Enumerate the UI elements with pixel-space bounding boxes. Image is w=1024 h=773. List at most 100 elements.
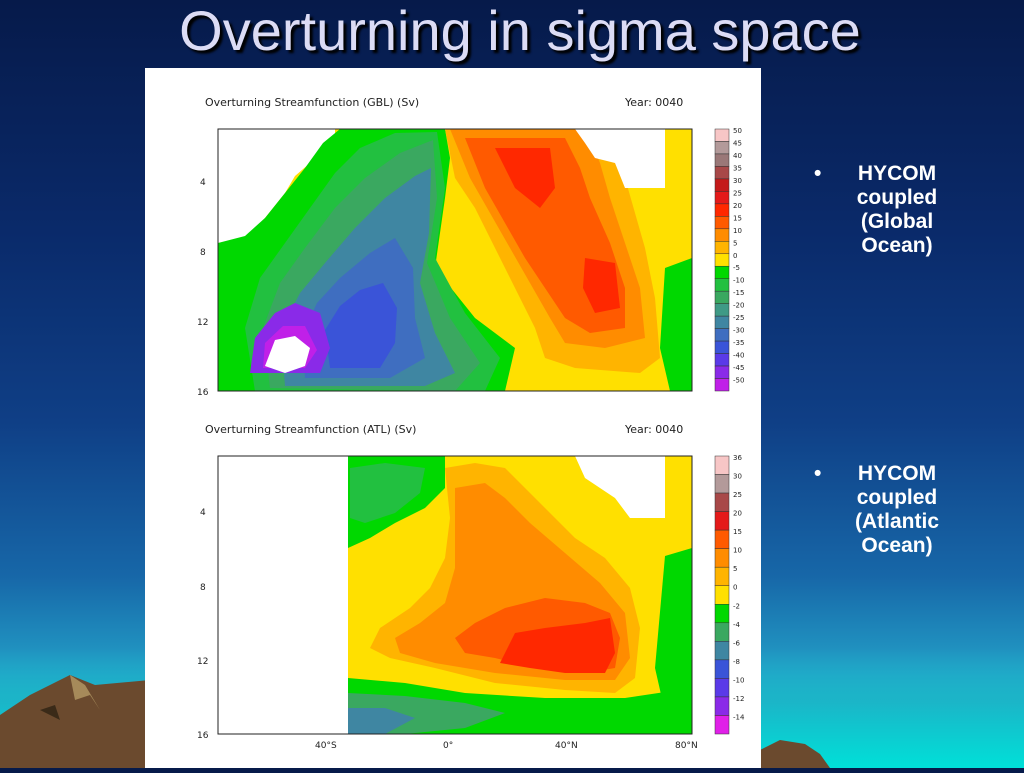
chart1-ytick: 4 bbox=[200, 178, 206, 188]
colorbar-swatch bbox=[714, 474, 730, 494]
colorbar-label: -5 bbox=[733, 264, 740, 272]
chart2-ytick: 16 bbox=[197, 731, 209, 741]
colorbar-label: 40 bbox=[733, 152, 742, 160]
chart2-xtick: 80°N bbox=[675, 741, 698, 751]
colorbar-swatch bbox=[714, 203, 730, 217]
chart2-x-ticks: 40°S 0° 40°N 80°N bbox=[315, 741, 698, 751]
overturning-figure: Overturning Streamfunction (GBL) (Sv) Ye… bbox=[197, 96, 745, 751]
colorbar-label: -10 bbox=[733, 277, 744, 285]
colorbar-label: -25 bbox=[733, 314, 744, 322]
colorbar-label: -15 bbox=[733, 289, 744, 297]
colorbar-swatch bbox=[714, 604, 730, 624]
colorbar-swatch bbox=[714, 641, 730, 661]
colorbar-label: 15 bbox=[733, 214, 742, 222]
chart2-title: Overturning Streamfunction (ATL) (Sv) bbox=[205, 423, 416, 436]
bullet-text: HYCOM coupled (Atlantic Ocean) bbox=[842, 462, 952, 558]
colorbar-swatch bbox=[714, 548, 730, 568]
colorbar-label: 5 bbox=[733, 239, 737, 247]
chart2-year: Year: 0040 bbox=[624, 423, 683, 436]
colorbar-label: 45 bbox=[733, 139, 742, 147]
chart2-frame bbox=[217, 455, 693, 735]
colorbar-label: 35 bbox=[733, 164, 742, 172]
chart2-field bbox=[218, 456, 692, 734]
colorbar-swatch bbox=[714, 228, 730, 242]
colorbar-swatch bbox=[714, 191, 730, 205]
chart2-ytick: 8 bbox=[200, 583, 206, 593]
colorbar-label: -6 bbox=[733, 639, 741, 647]
colorbar-label: -50 bbox=[733, 377, 744, 385]
colorbar-swatch bbox=[714, 566, 730, 586]
colorbar-label: 10 bbox=[733, 227, 742, 235]
colorbar-swatch bbox=[714, 241, 730, 255]
bullet-marker: • bbox=[814, 162, 822, 185]
chart2-xtick: 0° bbox=[443, 741, 453, 751]
bullet-text: HYCOM coupled (Global Ocean) bbox=[842, 162, 952, 258]
colorbar-swatch bbox=[714, 659, 730, 679]
colorbar-label: 0 bbox=[733, 252, 737, 260]
colorbar-swatch bbox=[714, 328, 730, 342]
colorbar-swatch bbox=[714, 455, 730, 475]
chart2-xtick: 40°N bbox=[555, 741, 578, 751]
colorbar-swatch bbox=[714, 216, 730, 230]
chart1-ytick: 12 bbox=[197, 318, 208, 328]
colorbar-label: -8 bbox=[733, 658, 740, 666]
colorbar-swatch bbox=[714, 290, 730, 304]
colorbar-label: 36 bbox=[733, 454, 742, 462]
colorbar-label: 25 bbox=[733, 491, 742, 499]
chart1-year: Year: 0040 bbox=[624, 96, 683, 109]
bullet-marker: • bbox=[814, 462, 822, 485]
colorbar-swatch bbox=[714, 178, 730, 192]
colorbar-swatch bbox=[714, 166, 730, 180]
colorbar-swatch bbox=[714, 585, 730, 605]
slide-title: Overturning in sigma space bbox=[179, 0, 861, 62]
chart2-colorbar: 36 30 25 20 15 10 5 0 -2 -4 -6 -8 -10 -12 -14 bbox=[714, 454, 745, 735]
figure-panel: Overturning Streamfunction (GBL) (Sv) Ye… bbox=[145, 68, 761, 768]
colorbar-label: 20 bbox=[733, 202, 742, 210]
colorbar-swatch bbox=[714, 715, 730, 735]
mountains-illustration bbox=[0, 675, 150, 768]
chart1-title: Overturning Streamfunction (GBL) (Sv) bbox=[205, 96, 419, 109]
chart2-xtick: 40°S bbox=[315, 741, 337, 751]
colorbar-label: 15 bbox=[733, 528, 742, 536]
island-illustration bbox=[760, 740, 830, 768]
bullet-line: (Global bbox=[860, 210, 934, 233]
colorbar-label: -2 bbox=[733, 602, 740, 610]
colorbar-swatch bbox=[714, 265, 730, 279]
colorbar-label: -12 bbox=[733, 695, 744, 703]
bullet-line: (Atlantic bbox=[855, 510, 939, 533]
colorbar-swatch bbox=[714, 128, 730, 142]
colorbar-swatch bbox=[714, 353, 730, 367]
colorbar-swatch bbox=[714, 696, 730, 716]
colorbar-label: 30 bbox=[733, 177, 742, 185]
colorbar-label: -40 bbox=[733, 352, 744, 360]
colorbar-label: 30 bbox=[733, 473, 742, 481]
colorbar-swatch bbox=[714, 511, 730, 531]
colorbar-swatch bbox=[714, 529, 730, 549]
bullet-line: HYCOM bbox=[857, 162, 937, 185]
colorbar-label: -20 bbox=[733, 302, 744, 310]
colorbar-swatch bbox=[714, 303, 730, 317]
bullet-line: coupled bbox=[856, 486, 938, 509]
colorbar-label: -45 bbox=[733, 364, 744, 372]
colorbar-label: 10 bbox=[733, 547, 742, 555]
colorbar-swatch bbox=[714, 622, 730, 642]
colorbar-label: 5 bbox=[733, 565, 737, 573]
chart1-frame bbox=[217, 128, 693, 392]
colorbar-label: -14 bbox=[733, 713, 745, 721]
colorbar-label: 50 bbox=[733, 127, 742, 135]
colorbar-swatch bbox=[714, 315, 730, 329]
chart1-ytick: 8 bbox=[200, 248, 206, 258]
colorbar-label: -35 bbox=[733, 339, 744, 347]
colorbar-label: -4 bbox=[733, 621, 741, 629]
chart1-y-ticks: 4 8 12 16 bbox=[197, 178, 209, 398]
colorbar-swatch bbox=[714, 141, 730, 155]
bullet-line: Ocean) bbox=[861, 234, 933, 257]
colorbar-label: 20 bbox=[733, 510, 742, 518]
colorbar-swatch bbox=[714, 378, 730, 392]
bullet-line: Ocean) bbox=[861, 534, 933, 557]
chart2-ytick: 12 bbox=[197, 657, 208, 667]
colorbar-label: 0 bbox=[733, 584, 737, 592]
colorbar-label: -30 bbox=[733, 327, 744, 335]
bullet-item: • HYCOM coupled (Atlantic Ocean) bbox=[800, 462, 990, 558]
chart1-ytick: 16 bbox=[197, 388, 209, 398]
